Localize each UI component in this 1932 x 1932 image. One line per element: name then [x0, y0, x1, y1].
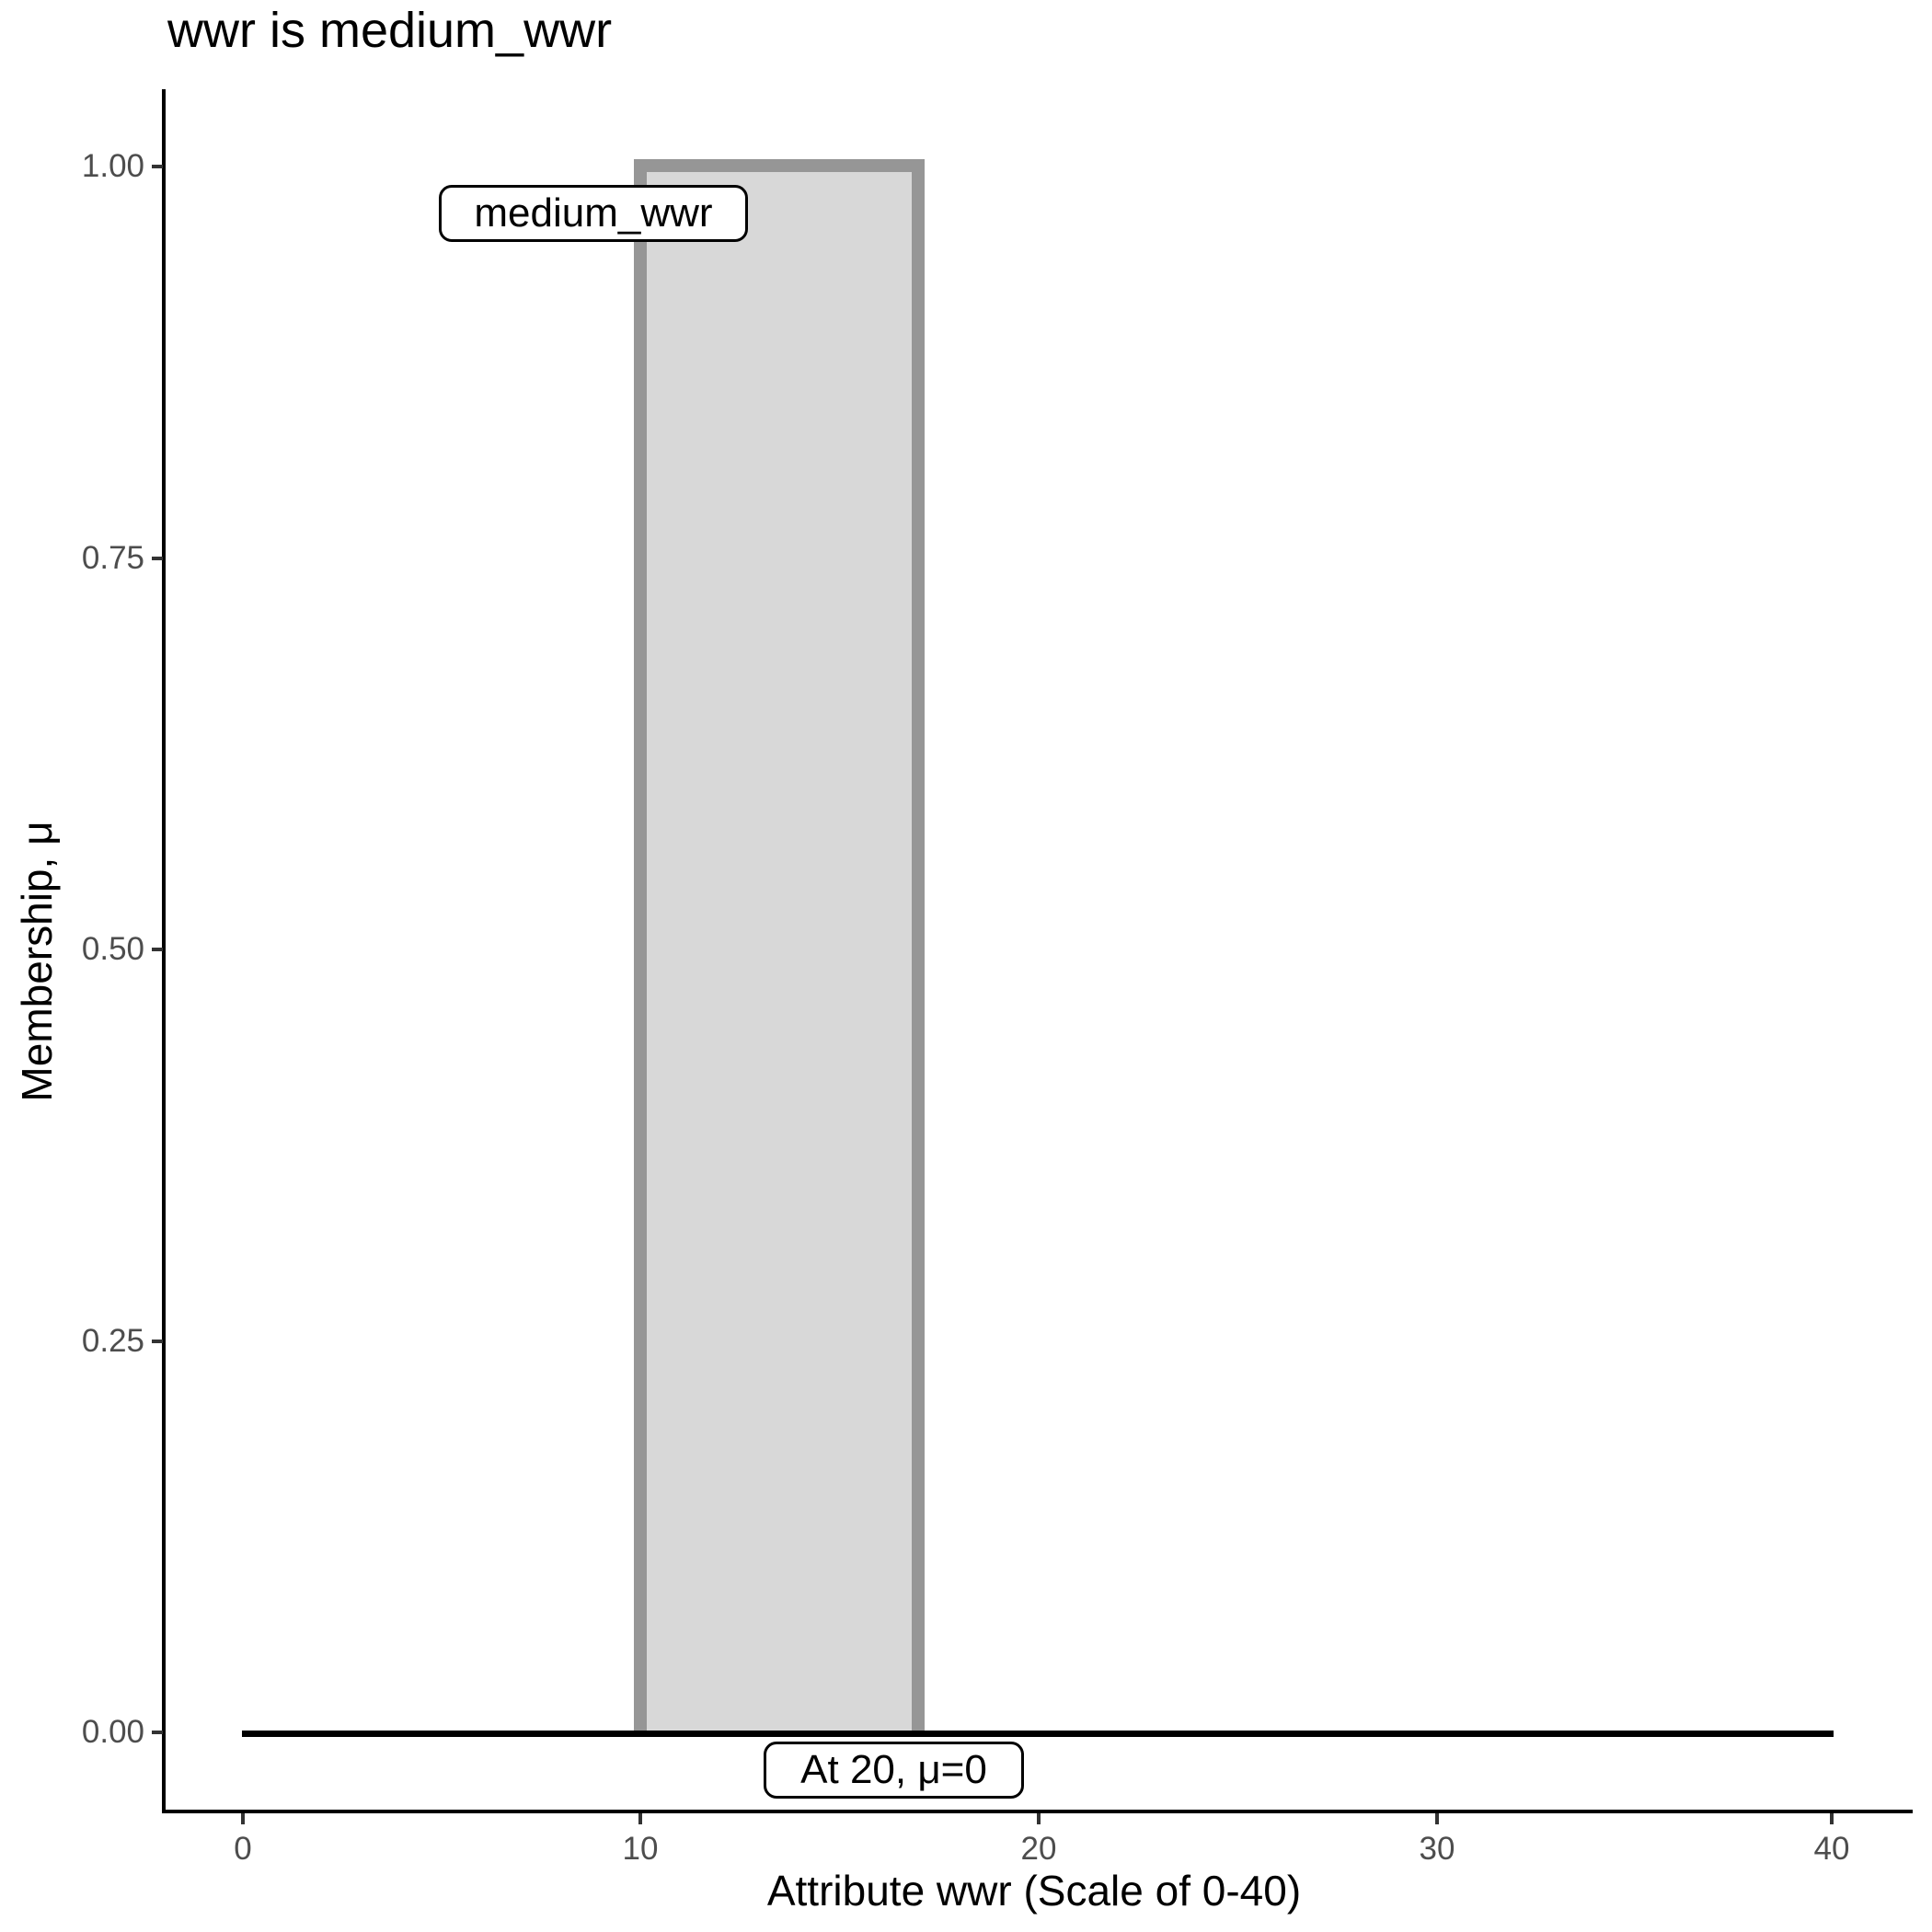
set-name-label: medium_wwr [439, 185, 748, 242]
y-axis-line [162, 89, 166, 1813]
zero-membership-line [242, 1731, 1834, 1737]
y-tick-label: 1.00 [81, 148, 144, 184]
x-axis-line [162, 1810, 1913, 1813]
x-tick-label: 0 [234, 1831, 252, 1867]
membership-value-label: At 20, μ=0 [764, 1742, 1024, 1799]
x-axis-title: Attribute wwr (Scale of 0-40) [766, 1867, 1302, 1915]
y-tick-0.50 [152, 948, 163, 951]
chart-title: wwr is medium_wwr [167, 3, 613, 58]
x-tick-label: 30 [1419, 1831, 1455, 1867]
membership-function-rectangle [634, 159, 925, 1732]
x-tick-10 [638, 1813, 642, 1824]
y-axis-title: Membership, μ [13, 821, 61, 1102]
y-tick-label: 0.50 [81, 931, 144, 967]
y-tick-0.00 [152, 1731, 163, 1734]
x-tick-40 [1830, 1813, 1834, 1824]
x-tick-label: 10 [622, 1831, 659, 1867]
y-tick-0.25 [152, 1340, 163, 1343]
x-tick-label: 20 [1020, 1831, 1057, 1867]
y-tick-label: 0.25 [81, 1323, 144, 1359]
x-tick-30 [1435, 1813, 1439, 1824]
x-tick-0 [241, 1813, 245, 1824]
x-tick-20 [1037, 1813, 1041, 1824]
y-tick-1.00 [152, 165, 163, 168]
y-tick-label: 0.00 [81, 1714, 144, 1750]
x-tick-label: 40 [1813, 1831, 1850, 1867]
y-tick-0.75 [152, 557, 163, 560]
y-tick-label: 0.75 [81, 540, 144, 576]
